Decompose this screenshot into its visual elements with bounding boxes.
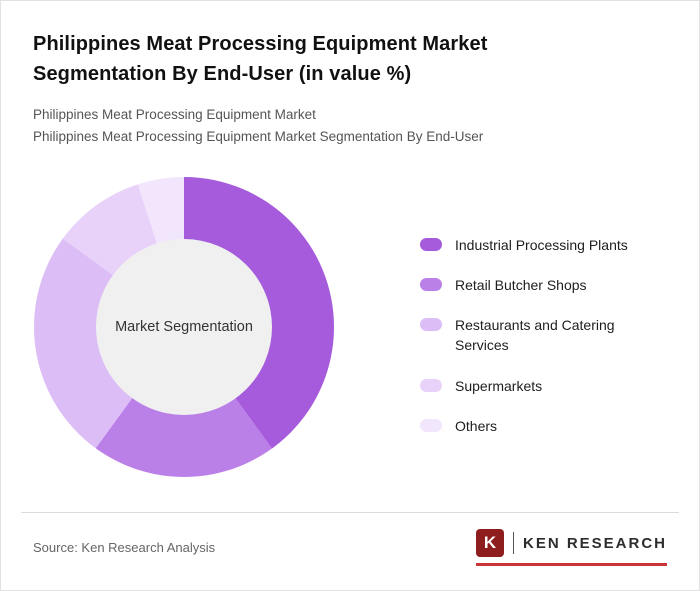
legend-label: Supermarkets bbox=[455, 377, 543, 394]
logo-separator bbox=[512, 532, 514, 554]
chart-area: Market Segmentation Industrial Processin… bbox=[1, 176, 699, 477]
donut-center-label: Market Segmentation bbox=[115, 318, 253, 335]
legend-label: Retail Butcher Shops bbox=[455, 276, 587, 293]
source-text: Source: Ken Research Analysis bbox=[33, 540, 216, 555]
donut-chart: Market Segmentation bbox=[34, 176, 334, 477]
footer: Source: Ken Research Analysis K KEN RESE… bbox=[1, 512, 699, 590]
footer-row: Source: Ken Research Analysis K KEN RESE… bbox=[1, 513, 699, 590]
legend-item: Others bbox=[420, 416, 645, 436]
footer-divider bbox=[21, 512, 679, 513]
legend-item: Restaurants and Catering Services bbox=[420, 315, 645, 356]
legend-label: Others bbox=[455, 418, 498, 435]
legend-item: Retail Butcher Shops bbox=[420, 275, 645, 295]
legend: Industrial Processing Plants Retail Butch… bbox=[420, 235, 645, 437]
page-title: Philippines Meat Processing Equipment Ma… bbox=[33, 33, 488, 85]
legend-label: Restaurants and Catering Services bbox=[455, 317, 615, 354]
legend-swatch bbox=[420, 318, 442, 332]
legend-item: Supermarkets bbox=[420, 376, 645, 396]
legend-swatch bbox=[420, 419, 442, 433]
legend-label: Industrial Processing Plants bbox=[455, 236, 628, 253]
subtitle-block: Philippines Meat Processing Equipment Ma… bbox=[33, 104, 663, 149]
subtitle-line-2: Philippines Meat Processing Equipment Ma… bbox=[33, 129, 484, 145]
legend-item: Industrial Processing Plants bbox=[420, 235, 645, 255]
donut-center: Market Segmentation bbox=[96, 238, 272, 415]
subtitle-line-1: Philippines Meat Processing Equipment Ma… bbox=[33, 107, 316, 122]
ken-research-logo: K KEN RESEARCH bbox=[475, 529, 667, 566]
logo-brand-text: KEN RESEARCH bbox=[522, 534, 667, 552]
legend-swatch bbox=[420, 237, 442, 251]
header: Philippines Meat Processing Equipment Ma… bbox=[1, 1, 699, 149]
legend-swatch bbox=[420, 378, 442, 392]
logo-k-icon: K bbox=[475, 529, 504, 557]
legend-swatch bbox=[420, 277, 442, 291]
